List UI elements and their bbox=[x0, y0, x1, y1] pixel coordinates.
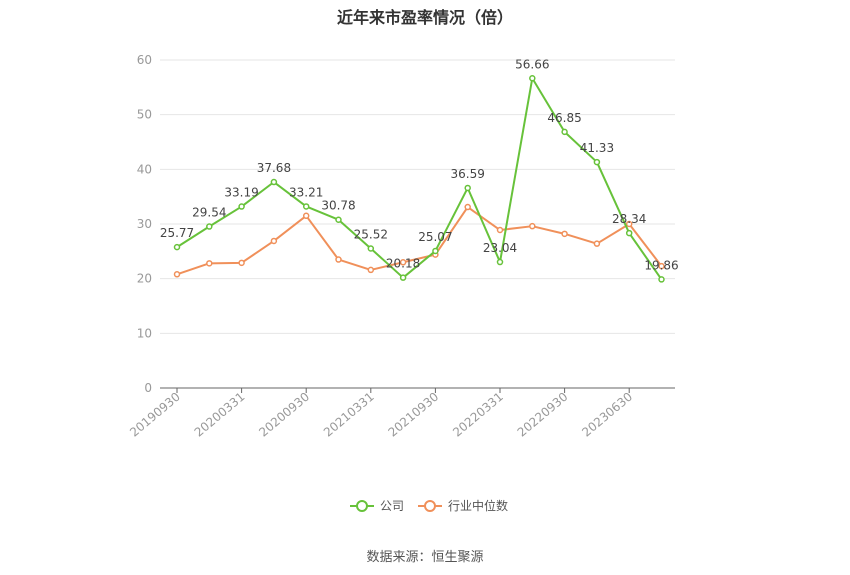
data-point bbox=[270, 237, 278, 245]
y-tick-label: 40 bbox=[137, 162, 152, 176]
data-point bbox=[206, 223, 213, 230]
y-tick-label: 30 bbox=[137, 217, 152, 231]
y-tick-label: 10 bbox=[137, 326, 152, 340]
data-point bbox=[302, 212, 310, 220]
data-point bbox=[529, 222, 536, 230]
data-point bbox=[173, 271, 181, 278]
chart-title: 近年来市盈率情况（倍） bbox=[336, 8, 513, 27]
legend-company-marker bbox=[356, 500, 368, 512]
data-point bbox=[593, 240, 601, 247]
data-point bbox=[658, 276, 665, 283]
legend-industry-median-marker bbox=[424, 500, 436, 512]
data-label: 37.68 bbox=[257, 161, 291, 175]
x-tick-label: 20200930 bbox=[256, 390, 312, 440]
data-point bbox=[496, 226, 504, 234]
data-point bbox=[335, 216, 342, 223]
series-line-company bbox=[176, 77, 663, 281]
data-point bbox=[399, 274, 407, 281]
data-label: 33.19 bbox=[224, 186, 258, 200]
data-label: 33.21 bbox=[289, 185, 323, 199]
y-tick-label: 60 bbox=[137, 53, 152, 67]
x-tick-label: 20230630 bbox=[579, 390, 635, 440]
data-point bbox=[173, 243, 181, 251]
data-point bbox=[270, 178, 278, 186]
data-point bbox=[367, 266, 375, 274]
legend-industry-median-label: 行业中位数 bbox=[448, 498, 508, 513]
data-point bbox=[238, 259, 245, 267]
data-point bbox=[432, 247, 439, 255]
x-tick-label: 20210331 bbox=[321, 390, 377, 440]
data-point bbox=[593, 158, 601, 166]
data-label: 28.34 bbox=[612, 212, 646, 226]
data-point bbox=[658, 262, 665, 270]
data-label: 19.86 bbox=[644, 258, 678, 272]
data-point bbox=[625, 229, 633, 237]
data-label: 20.18 bbox=[386, 257, 420, 271]
x-tick-label: 20220331 bbox=[450, 390, 506, 440]
data-label: 36.59 bbox=[451, 167, 485, 181]
x-tick-label: 20200331 bbox=[192, 390, 248, 440]
data-label: 25.77 bbox=[160, 226, 194, 240]
data-point bbox=[367, 245, 375, 252]
data-point bbox=[529, 75, 536, 82]
data-label: 46.85 bbox=[547, 111, 581, 125]
data-point bbox=[335, 256, 342, 263]
data-point bbox=[206, 260, 213, 267]
data-label: 25.52 bbox=[354, 227, 388, 241]
x-tick-label: 20190930 bbox=[127, 390, 183, 440]
x-tick-label: 20210930 bbox=[386, 390, 442, 440]
data-point bbox=[561, 230, 568, 238]
data-label: 56.66 bbox=[515, 57, 549, 71]
data-label: 25.07 bbox=[418, 230, 452, 244]
data-point bbox=[464, 203, 471, 211]
data-point bbox=[238, 203, 245, 210]
data-source: 数据来源：恒生聚源 bbox=[366, 550, 484, 565]
data-label: 29.54 bbox=[192, 206, 226, 220]
data-point bbox=[625, 220, 633, 228]
y-tick-label: 0 bbox=[144, 381, 152, 395]
data-point bbox=[561, 128, 568, 136]
data-point bbox=[302, 203, 310, 210]
data-label: 23.04 bbox=[483, 241, 517, 255]
data-point bbox=[464, 184, 471, 192]
x-tick-label: 20220930 bbox=[515, 390, 571, 440]
legend-company-label: 公司 bbox=[380, 499, 404, 513]
data-label: 41.33 bbox=[580, 141, 614, 155]
data-label: 30.78 bbox=[321, 199, 355, 213]
data-point bbox=[496, 258, 504, 266]
data-point bbox=[399, 259, 407, 266]
y-tick-label: 20 bbox=[137, 272, 152, 286]
series-line-industry-median bbox=[176, 206, 663, 276]
y-tick-label: 50 bbox=[137, 108, 152, 122]
